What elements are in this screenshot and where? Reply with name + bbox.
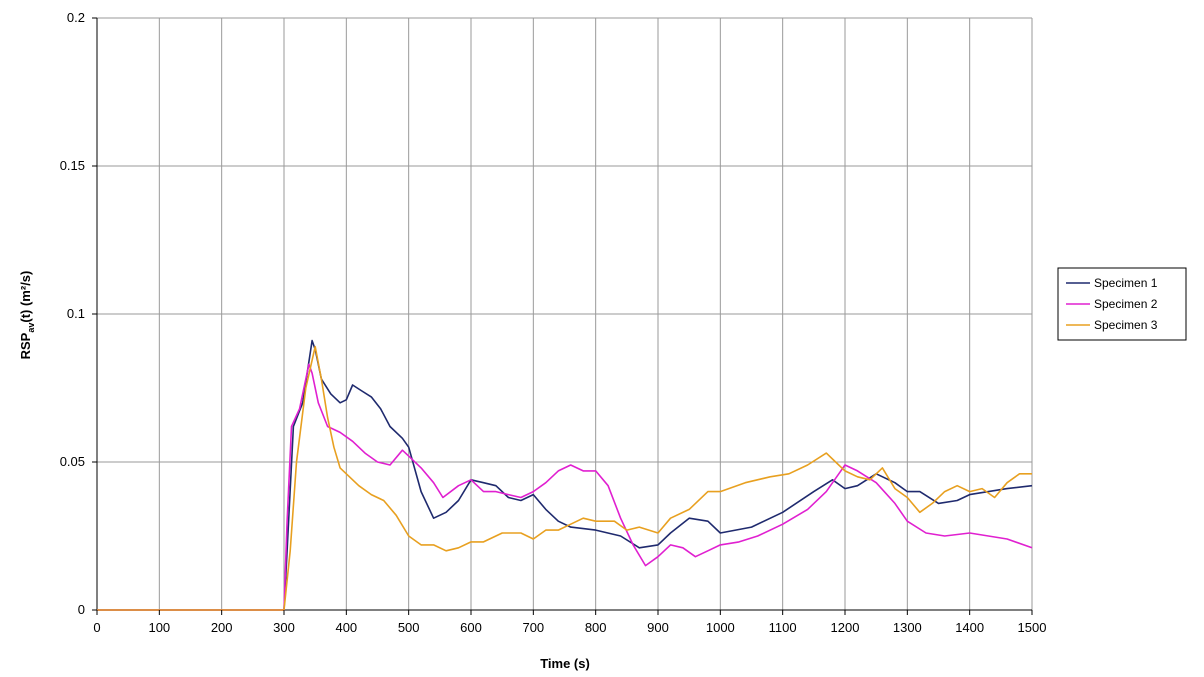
x-tick-label: 1400 [955, 620, 984, 635]
x-tick-label: 300 [273, 620, 295, 635]
x-axis-label: Time (s) [540, 656, 590, 671]
x-tick-label: 200 [211, 620, 233, 635]
legend-label-specimen-1: Specimen 1 [1094, 276, 1158, 290]
x-tick-label: 800 [585, 620, 607, 635]
x-tick-label: 700 [522, 620, 544, 635]
grid-lines [97, 17, 1033, 610]
y-tick-label: 0.15 [60, 158, 85, 173]
x-tick-label: 1300 [893, 620, 922, 635]
x-axis-ticks: 0 100 200 300 400 500 600 700 800 900 1000 1100 1200… [93, 610, 1046, 635]
x-tick-label: 1500 [1018, 620, 1047, 635]
x-tick-label: 1200 [831, 620, 860, 635]
y-tick-label: 0.2 [67, 10, 85, 25]
legend-label-specimen-2: Specimen 2 [1094, 297, 1158, 311]
x-tick-label: 900 [647, 620, 669, 635]
y-axis-ticks: 0 0.05 0.1 0.15 0.2 [60, 10, 97, 617]
y-tick-label: 0 [78, 602, 85, 617]
series-line-specimen-1 [97, 339, 1033, 611]
x-tick-label: 400 [335, 620, 357, 635]
x-tick-label: 100 [148, 620, 170, 635]
x-tick-label: 1100 [769, 620, 797, 635]
x-tick-label: 0 [93, 620, 100, 635]
y-axis-label: RSPav(t) (m²/s) [18, 271, 36, 360]
x-tick-label: 600 [460, 620, 482, 635]
y-axis-label-sub: av [26, 323, 36, 333]
y-tick-label: 0.1 [67, 306, 85, 321]
series-line-specimen-2 [97, 363, 1033, 611]
y-axis-label-main: RSP [18, 332, 33, 359]
legend-label-specimen-3: Specimen 3 [1094, 318, 1158, 332]
y-axis-label-rest: (t) (m²/s) [18, 271, 33, 323]
x-tick-label: 1000 [706, 620, 735, 635]
y-tick-label: 0.05 [60, 454, 85, 469]
legend: Specimen 1 Specimen 2 Specimen 3 [1057, 267, 1187, 341]
series-lines [97, 339, 1033, 611]
x-tick-label: 500 [398, 620, 420, 635]
series-line-specimen-3 [97, 345, 1032, 611]
